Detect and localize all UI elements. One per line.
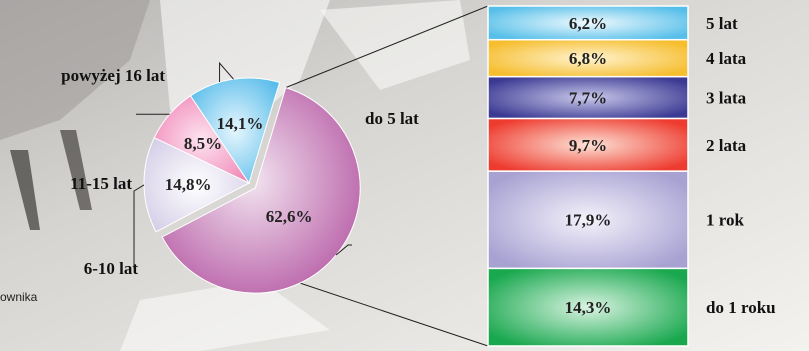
bar-segment-2-lata [487, 117, 689, 172]
bar-segment-3-lata [487, 75, 689, 120]
pie-category-label-6-10-lat: 6-10 lat [84, 259, 139, 278]
bar-value-label: 7,7% [569, 89, 607, 108]
pie-category-label-powyzej-16-lat: powyżej 16 lat [61, 66, 165, 85]
bar-category-labels: do 1 roku 1 rok 2 lata 3 lata 4 lata 5 lat [706, 14, 776, 317]
bar-value-label: 17,9% [565, 211, 612, 230]
caption-fragment: ownika [0, 290, 38, 304]
callout-line [219, 61, 234, 82]
bar-category-label-4-lata: 4 lata [706, 49, 747, 68]
bar-segment-5-lat [487, 5, 689, 41]
bar-segment-do-1-roku [487, 267, 689, 347]
pie-slice-powyzej-16-lat [189, 77, 281, 185]
pie-value-label: 8,5% [184, 134, 222, 153]
pie-category-label-do-5-lat: do 5 lat [365, 109, 419, 128]
pie-category-labels: do 5 lat 6-10 lat 11-15 lat powyżej 16 lat [61, 61, 419, 278]
pie-slice-do-5-lat [161, 87, 361, 294]
pie-value-labels: 62,6% 14,8% 8,5%14,1% [165, 114, 313, 226]
stacked-bar-chart [487, 5, 689, 347]
pie-slice-6-10-lat [143, 137, 251, 233]
pie-value-label: 62,6% [266, 207, 313, 226]
bar-category-label-do-1-roku: do 1 roku [706, 298, 776, 317]
pie-category-label-11-15-lat: 11-15 lat [70, 174, 132, 193]
bar-category-label-3-lata: 3 lata [706, 89, 747, 108]
bar-value-label: 14,3% [565, 298, 612, 317]
bar-value-labels: 14,3% 17,9% 9,7% 7,7% 6,8% 6,2% [565, 14, 612, 317]
bar-category-label-5-lat: 5 lat [706, 14, 738, 33]
callout-line [335, 244, 353, 256]
pie-value-label: 14,8% [165, 175, 212, 194]
bar-value-label: 9,7% [569, 136, 607, 155]
bar-category-label-1-rok: 1 rok [706, 211, 744, 230]
bar-category-label-2-lata: 2 lata [706, 136, 747, 155]
bar-segment-4-lata [487, 38, 689, 78]
pie-value-label: 14,1% [217, 114, 264, 133]
bar-segment-1-rok [487, 170, 689, 270]
bar-value-label: 6,2% [569, 14, 607, 33]
connector-line-top [285, 5, 489, 89]
pie-chart [143, 77, 361, 294]
bar-value-label: 6,8% [569, 49, 607, 68]
callout-line [133, 184, 145, 268]
